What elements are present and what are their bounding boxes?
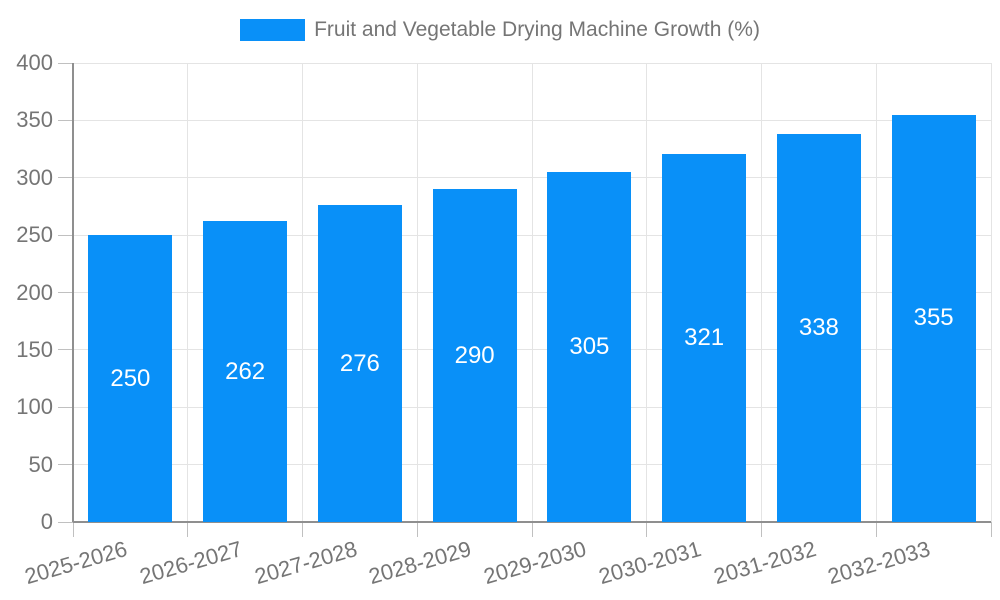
bar[interactable] xyxy=(776,134,861,522)
x-gridline xyxy=(761,63,762,522)
x-tick-mark xyxy=(761,522,762,537)
x-axis-line xyxy=(73,521,991,523)
y-tick-mark xyxy=(58,119,73,121)
y-tick-mark xyxy=(58,62,73,64)
x-gridline xyxy=(875,63,877,522)
y-tick-label: 200 xyxy=(16,279,53,305)
bar[interactable] xyxy=(88,235,173,522)
y-tick-label: 0 xyxy=(40,509,53,534)
x-gridline xyxy=(187,63,189,522)
bar[interactable] xyxy=(662,153,747,522)
legend-swatch xyxy=(240,19,306,41)
legend-item[interactable]: Fruit and Vegetable Drying Machine Growt… xyxy=(0,18,1000,42)
bar[interactable] xyxy=(432,189,517,522)
y-tick-label: 300 xyxy=(16,164,53,190)
y-tick-label: 100 xyxy=(16,394,53,420)
y-tick-label: 250 xyxy=(16,222,53,248)
bar[interactable] xyxy=(547,172,632,522)
y-tick-label: 50 xyxy=(28,451,53,477)
x-tick-mark xyxy=(990,522,992,537)
bar[interactable] xyxy=(317,205,402,522)
legend-label: Fruit and Vegetable Drying Machine Growt… xyxy=(314,18,760,41)
x-tick-mark xyxy=(187,522,189,537)
y-axis-line xyxy=(72,63,74,522)
y-tick-mark xyxy=(58,292,73,293)
x-tick-mark xyxy=(875,522,877,537)
bar[interactable] xyxy=(891,114,976,522)
x-tick-mark xyxy=(646,522,648,537)
x-tick-mark xyxy=(416,522,418,537)
y-tick-label: 350 xyxy=(16,107,53,133)
y-tick-mark xyxy=(58,464,73,466)
y-tick-mark xyxy=(58,521,73,523)
x-gridline xyxy=(302,63,303,522)
x-tick-mark xyxy=(72,522,74,537)
x-gridline xyxy=(646,63,648,522)
x-gridline xyxy=(990,63,992,522)
x-gridline xyxy=(416,63,418,522)
y-tick-mark xyxy=(58,406,73,408)
y-tick-mark xyxy=(58,177,73,179)
x-tick-mark xyxy=(531,522,533,537)
y-tick-label: 150 xyxy=(16,336,53,362)
y-tick-mark xyxy=(58,234,73,236)
y-tick-label: 400 xyxy=(16,50,53,75)
x-gridline xyxy=(531,63,533,522)
x-tick-mark xyxy=(302,522,303,537)
bar[interactable] xyxy=(203,221,288,522)
y-tick-mark xyxy=(58,349,73,351)
